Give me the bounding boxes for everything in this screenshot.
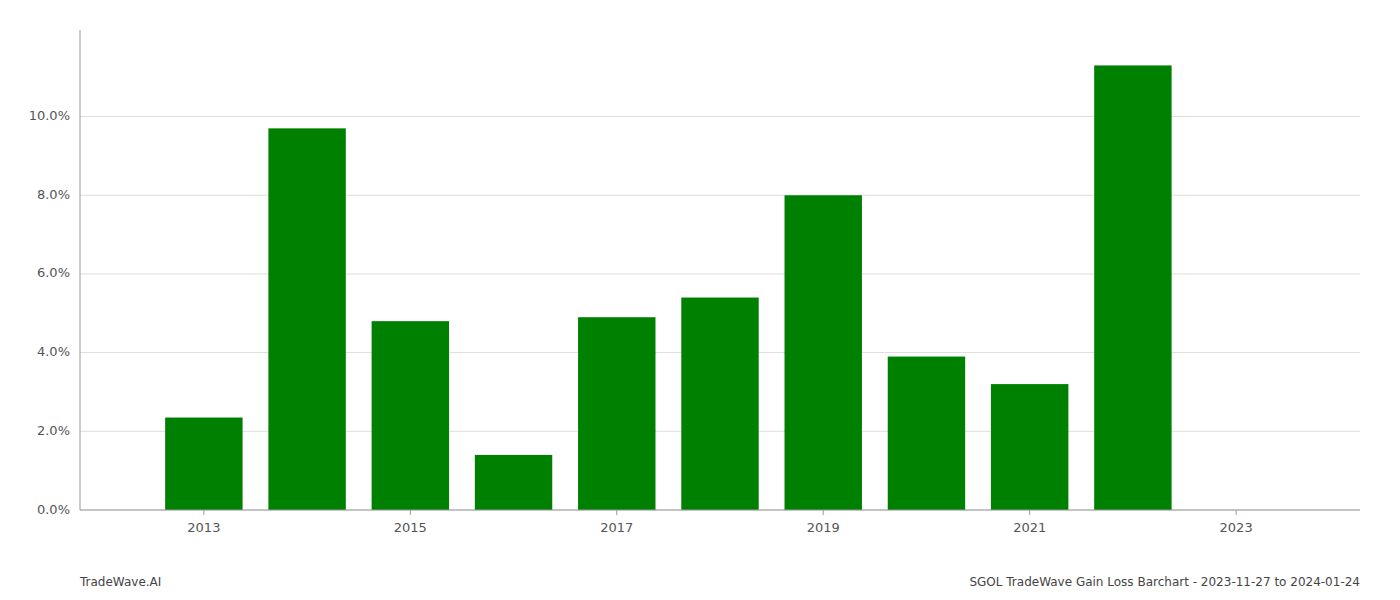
x-tick bbox=[410, 510, 411, 515]
x-tick-label: 2023 bbox=[1220, 520, 1253, 535]
x-tick-label: 2019 bbox=[807, 520, 840, 535]
bars bbox=[165, 65, 1171, 510]
y-tick-label: 8.0% bbox=[37, 187, 70, 202]
x-tick-label: 2017 bbox=[600, 520, 633, 535]
y-tick-label: 0.0% bbox=[37, 502, 70, 517]
x-tick bbox=[616, 510, 617, 515]
chart: 0.0% 2.0% 4.0% 6.0% 8.0% 10.0% 2013 2015 2017 201… bbox=[0, 0, 1400, 600]
y-tick-label: 6.0% bbox=[37, 265, 70, 280]
bar bbox=[785, 195, 862, 510]
x-tick bbox=[203, 510, 204, 515]
y-tick-label: 2.0% bbox=[37, 423, 70, 438]
x-tick bbox=[1236, 510, 1237, 515]
x-tick bbox=[823, 510, 824, 515]
x-tick-label: 2015 bbox=[394, 520, 427, 535]
bar bbox=[991, 384, 1068, 510]
footer-text: SGOL TradeWave Gain Loss Barchart - 2023… bbox=[969, 575, 1360, 589]
bar bbox=[888, 357, 965, 510]
bar bbox=[578, 317, 655, 510]
grid-line bbox=[80, 510, 1360, 511]
x-tick-label: 2021 bbox=[1013, 520, 1046, 535]
y-axis-line bbox=[80, 30, 81, 510]
y-tick-label: 10.0% bbox=[29, 108, 70, 123]
x-tick-label: 2013 bbox=[187, 520, 220, 535]
footer-text: TradeWave.AI bbox=[79, 575, 161, 589]
bar bbox=[165, 418, 242, 510]
bar bbox=[372, 321, 449, 510]
bar bbox=[1094, 65, 1171, 510]
x-axis-line bbox=[80, 510, 1360, 511]
bar bbox=[268, 128, 345, 510]
bar bbox=[475, 455, 552, 510]
y-tick-label: 4.0% bbox=[37, 344, 70, 359]
x-tick bbox=[1029, 510, 1030, 515]
bar bbox=[681, 298, 758, 510]
